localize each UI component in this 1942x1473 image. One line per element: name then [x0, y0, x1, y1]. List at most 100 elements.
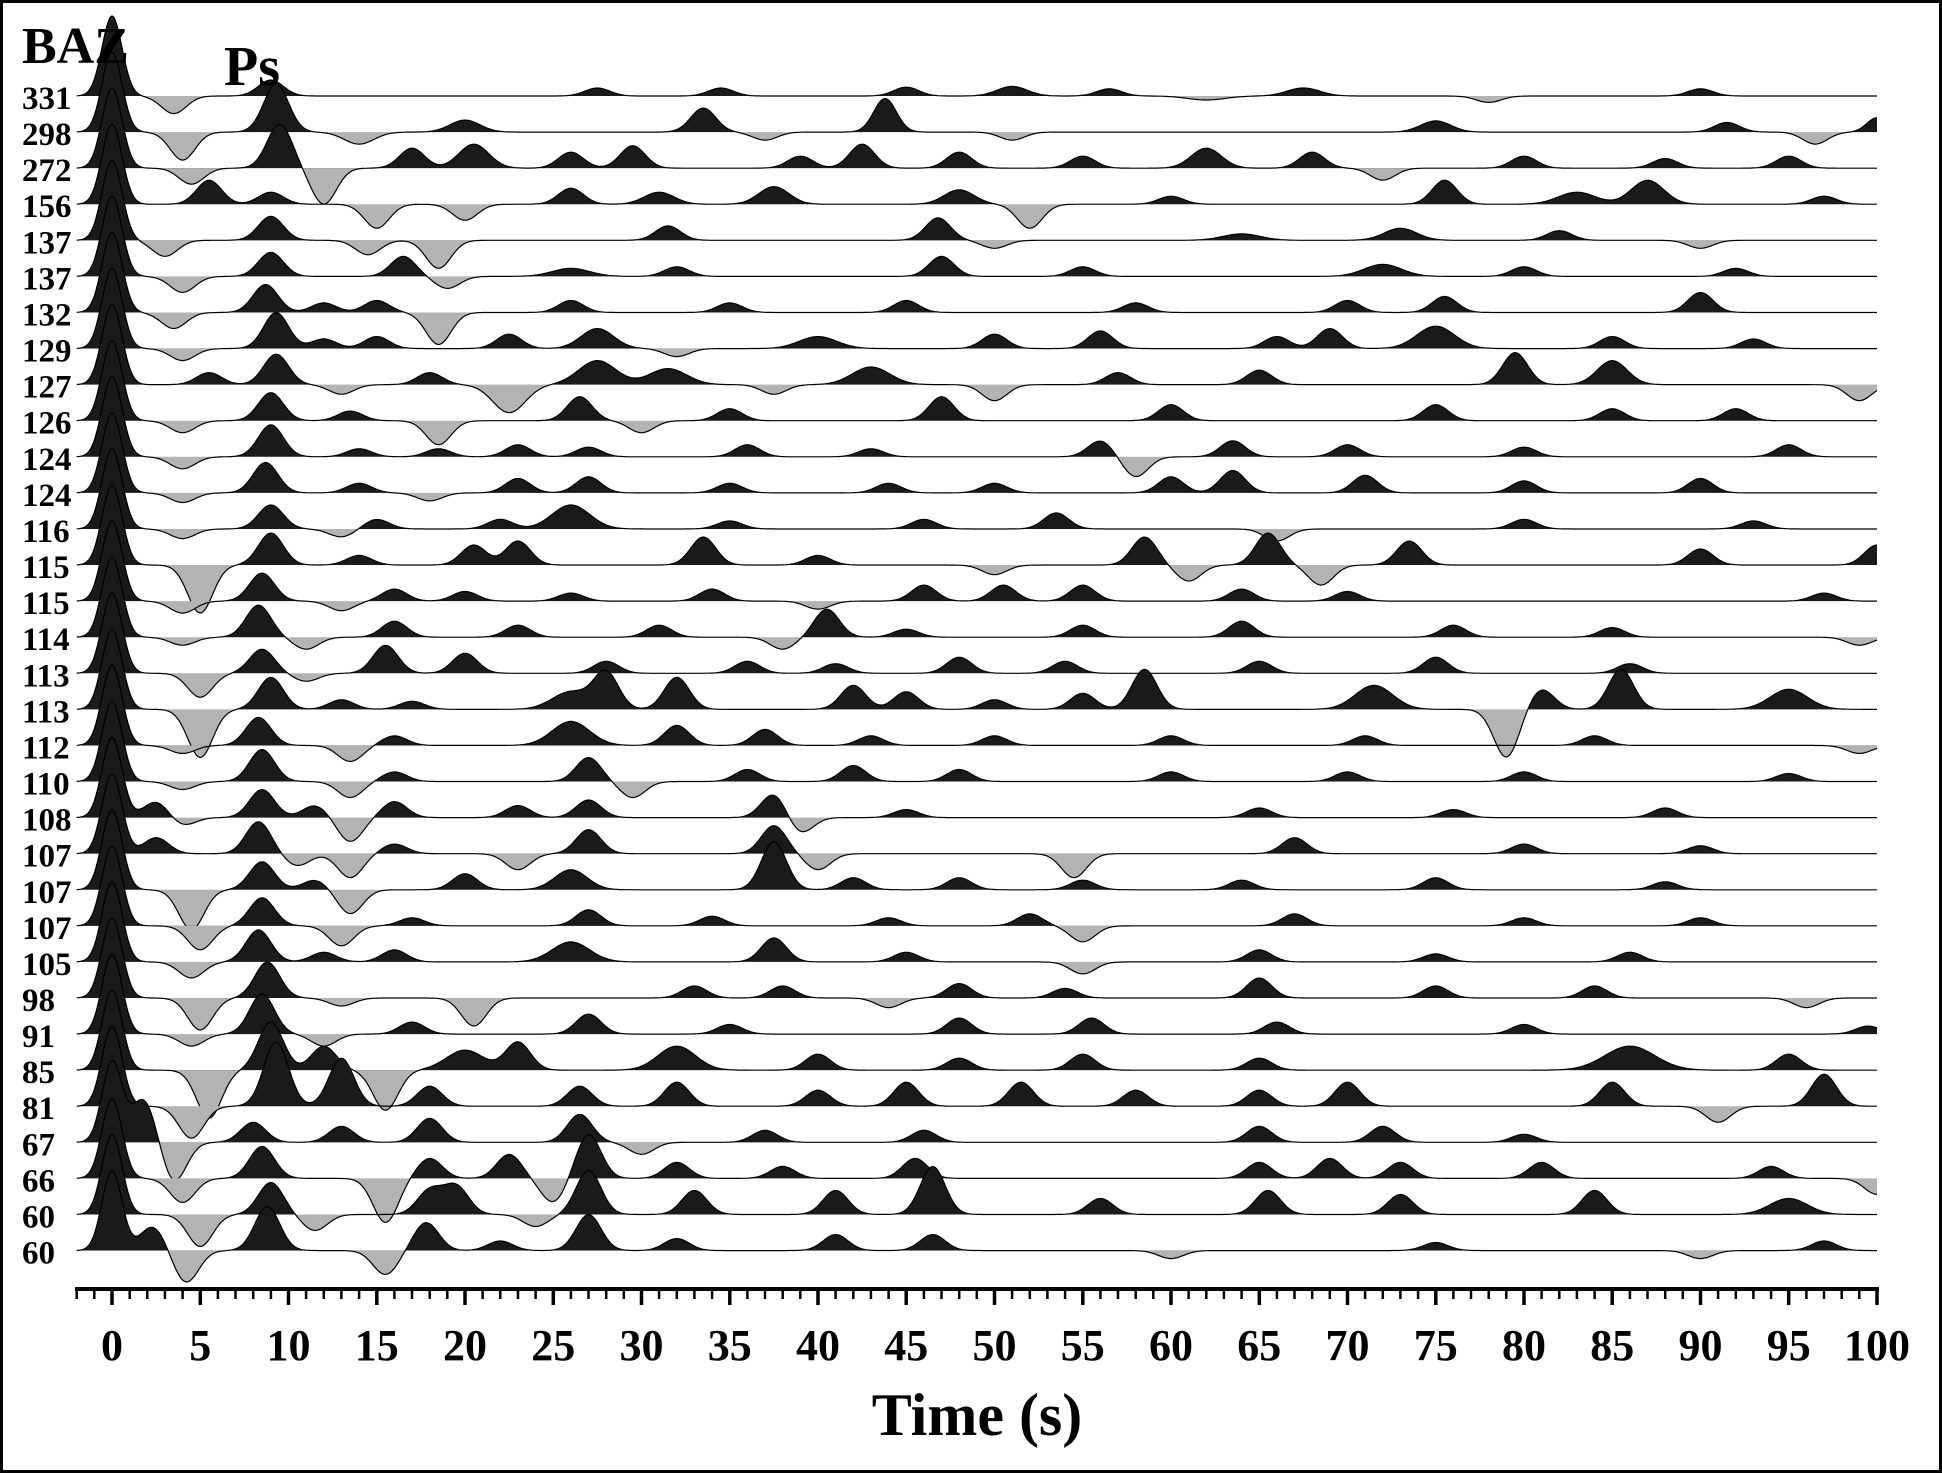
trace-19 [76, 664, 1878, 763]
x-tick-label: 45 [884, 1321, 928, 1370]
trace-32 [76, 1133, 1878, 1248]
x-tick-label: 75 [1414, 1321, 1458, 1370]
trace-5 [76, 159, 1878, 269]
trace-positive-fill [76, 304, 1878, 385]
baz-label: 115 [22, 550, 70, 586]
x-tick-label: 65 [1237, 1321, 1281, 1370]
trace-line [76, 700, 1877, 799]
x-tick-label: 95 [1767, 1321, 1811, 1370]
trace-positive-fill [76, 809, 1878, 890]
trace-positive-fill [76, 701, 1878, 782]
trace-line [76, 1097, 1878, 1224]
trace-29 [76, 1025, 1878, 1139]
trace-16 [76, 556, 1878, 650]
baz-label: 107 [22, 875, 72, 911]
trace-7 [76, 231, 1878, 346]
trace-9 [76, 303, 1878, 414]
trace-line [76, 1133, 1877, 1248]
trace-line [76, 845, 1877, 951]
x-axis-title: Time (s) [872, 1382, 1083, 1448]
baz-label: 298 [22, 117, 72, 153]
trace-line [76, 989, 1877, 1119]
x-tick-label: 70 [1326, 1321, 1370, 1370]
trace-positive-fill [76, 340, 1878, 421]
trace-4 [76, 123, 1878, 229]
trace-line [76, 231, 1877, 346]
baz-label: 110 [22, 767, 70, 803]
baz-label: 85 [22, 1055, 55, 1091]
x-tick-label: 100 [1844, 1321, 1910, 1370]
trace-18 [76, 628, 1878, 759]
trace-17 [76, 592, 1878, 698]
trace-negative-fill [76, 384, 1878, 413]
x-tick-label: 10 [267, 1321, 311, 1370]
trace-line [76, 556, 1878, 650]
baz-label: 105 [22, 947, 72, 983]
trace-6 [76, 195, 1878, 294]
trace-positive-fill [76, 1134, 1878, 1215]
trace-negative-fill [76, 492, 1878, 503]
trace-line [76, 376, 1877, 478]
trace-positive-fill [76, 52, 1878, 133]
baz-label: 107 [22, 911, 72, 947]
baz-label: 98 [22, 983, 55, 1019]
baz-label: 132 [22, 298, 72, 334]
baz-label: 81 [22, 1091, 55, 1127]
trace-negative-fill [76, 709, 1878, 758]
trace-positive-fill [76, 521, 1878, 602]
x-tick-label: 20 [443, 1321, 487, 1370]
baz-label: 67 [22, 1127, 55, 1163]
trace-30 [76, 1059, 1878, 1181]
trace-27 [76, 953, 1878, 1047]
trace-negative-fill [76, 420, 1878, 445]
trace-23 [76, 809, 1878, 931]
trace-14 [76, 484, 1878, 614]
trace-line [76, 1059, 1877, 1181]
trace-line [76, 917, 1877, 1031]
trace-31 [76, 1097, 1878, 1224]
trace-line [76, 87, 1877, 205]
baz-label: 116 [22, 514, 70, 550]
trace-positive-fill [76, 593, 1878, 674]
trace-line [76, 51, 1878, 161]
trace-1 [76, 15, 1878, 115]
trace-24 [76, 845, 1878, 951]
trace-line [76, 520, 1877, 614]
trace-26 [76, 917, 1878, 1031]
x-tick-label: 30 [620, 1321, 664, 1370]
trace-33 [76, 1169, 1878, 1283]
baz-label: 60 [22, 1236, 55, 1272]
trace-13 [76, 448, 1878, 542]
trace-line [76, 339, 1877, 446]
x-axis: 0 5 10 15 20 25 30 35 40 45 50 55 60 65 70 75 80 85 90 95 10… [75, 1287, 1910, 1370]
x-tick-label: 60 [1149, 1321, 1193, 1370]
trace-line [76, 592, 1877, 698]
trace-28 [76, 989, 1878, 1119]
trace-positive-fill [76, 918, 1878, 998]
trace-8 [76, 267, 1878, 362]
trace-3 [76, 87, 1878, 205]
traces-layer [76, 15, 1878, 1283]
ps-phase-label: Ps [224, 36, 280, 98]
baz-label: 91 [22, 1019, 55, 1055]
trace-positive-fill [76, 737, 1878, 818]
trace-line [76, 953, 1878, 1047]
baz-label: 66 [22, 1163, 55, 1199]
trace-negative-fill [76, 1214, 1878, 1247]
x-tick-label: 35 [708, 1321, 752, 1370]
trace-negative-fill [76, 240, 1878, 269]
trace-positive-fill [76, 629, 1878, 710]
baz-label: 108 [22, 803, 72, 839]
baz-label: 129 [22, 334, 72, 370]
trace-positive-fill [76, 881, 1878, 962]
trace-line [76, 123, 1877, 229]
x-tick-label: 50 [973, 1321, 1017, 1370]
trace-positive-fill [76, 1060, 1878, 1143]
baz-axis-title: BAZ [22, 18, 129, 75]
trace-positive-fill [76, 665, 1878, 746]
baz-label: 124 [22, 478, 72, 514]
baz-label: 126 [22, 406, 72, 442]
trace-line [76, 267, 1877, 362]
baz-label: 272 [22, 153, 72, 189]
